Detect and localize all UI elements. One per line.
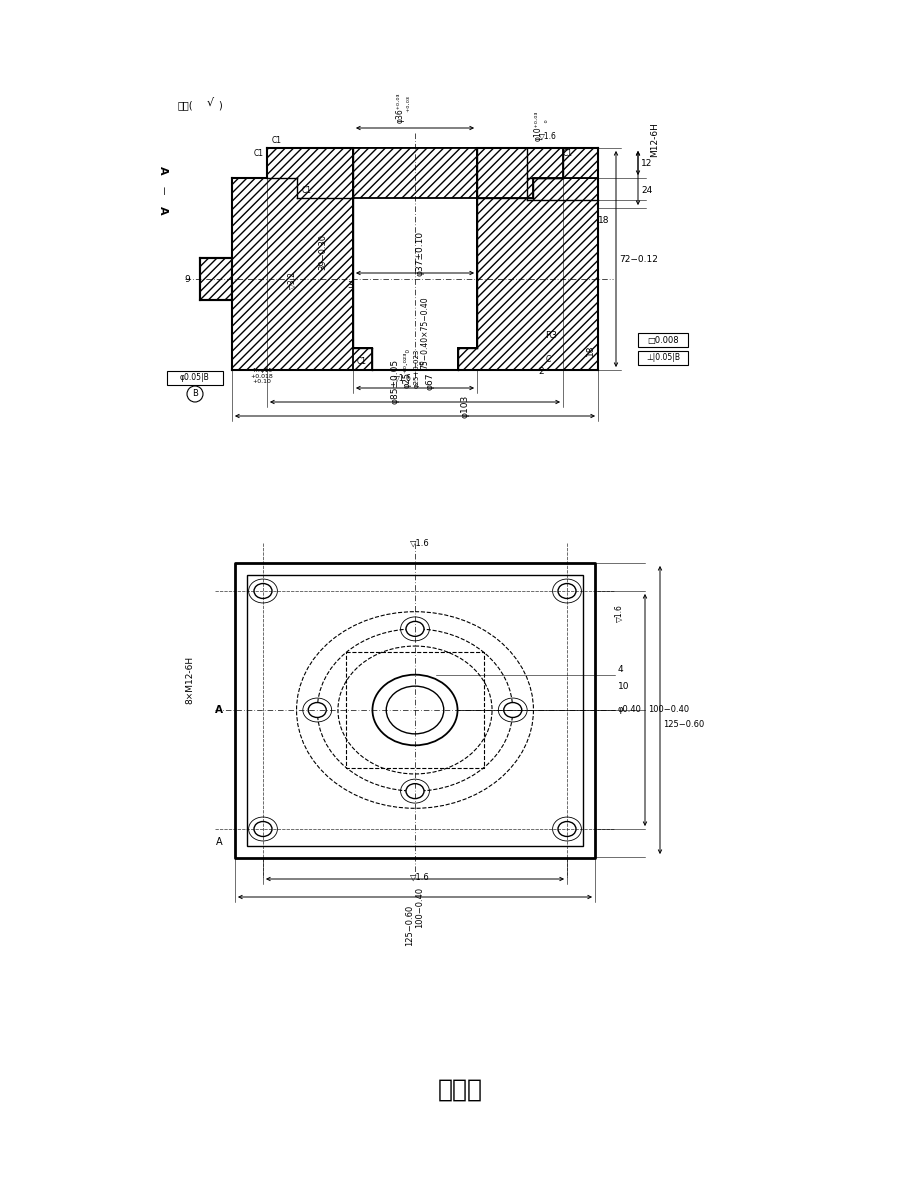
Ellipse shape: [254, 584, 272, 598]
Text: φ0.40: φ0.40: [618, 705, 641, 715]
Text: φ0.05|B: φ0.05|B: [180, 374, 210, 382]
Bar: [234, 563, 595, 858]
Text: 39−0.30: 39−0.30: [318, 233, 327, 270]
Text: C1: C1: [562, 149, 573, 157]
Text: A: A: [215, 705, 222, 715]
Bar: [346, 653, 483, 767]
Text: ▽1.6: ▽1.6: [410, 873, 429, 881]
Ellipse shape: [558, 822, 575, 836]
Text: 125−0.60: 125−0.60: [663, 721, 703, 730]
Polygon shape: [562, 148, 597, 177]
Ellipse shape: [504, 703, 521, 717]
Text: M12-6H: M12-6H: [650, 123, 658, 157]
Text: C1: C1: [301, 186, 312, 194]
Polygon shape: [353, 148, 476, 198]
Text: 18: 18: [597, 216, 609, 224]
Ellipse shape: [405, 622, 424, 636]
Text: 75−0.40×75−0.40: 75−0.40×75−0.40: [420, 297, 429, 369]
Polygon shape: [476, 148, 562, 198]
Text: A: A: [216, 837, 222, 847]
Text: φ37±0.10: φ37±0.10: [415, 231, 424, 276]
Text: 10: 10: [618, 682, 629, 691]
Polygon shape: [232, 148, 371, 370]
Text: 125−0.60: 125−0.60: [405, 905, 414, 947]
Text: √: √: [206, 98, 213, 108]
Bar: [637, 333, 687, 347]
Text: 3: 3: [346, 281, 353, 289]
Text: φ85±0.05: φ85±0.05: [390, 358, 399, 404]
Text: 4×φ15
+0.018
+0.10: 4×φ15 +0.018 +0.10: [250, 368, 273, 385]
Text: A: A: [158, 166, 168, 174]
Polygon shape: [267, 148, 353, 198]
Text: C1: C1: [272, 136, 282, 144]
Text: 其余(: 其余(: [177, 100, 193, 110]
Text: 24: 24: [641, 186, 652, 194]
Text: 100−0.40: 100−0.40: [647, 705, 688, 715]
Text: ▽1.6: ▽1.6: [393, 374, 412, 382]
Text: C1: C1: [357, 357, 367, 367]
Text: 方刀架: 方刀架: [437, 1078, 482, 1102]
Text: C: C: [545, 355, 550, 364]
Text: φ10⁺⁰·⁰³
    ⁰: φ10⁺⁰·⁰³ ⁰: [533, 111, 552, 142]
Bar: [167, 372, 222, 385]
Text: —: —: [158, 186, 167, 194]
Polygon shape: [353, 148, 476, 370]
Ellipse shape: [308, 703, 326, 717]
Bar: [246, 575, 583, 846]
Text: A: A: [158, 206, 168, 214]
Text: 18: 18: [584, 344, 594, 356]
Text: ): ): [218, 100, 221, 110]
Text: 72−0.12: 72−0.12: [618, 255, 657, 263]
Polygon shape: [458, 148, 597, 370]
Text: φ103: φ103: [460, 394, 469, 418]
Text: φ36⁺⁰·⁰³
   ⁺⁰·⁰³: φ36⁺⁰·⁰³ ⁺⁰·⁰³: [395, 93, 414, 123]
Text: ▽1.6: ▽1.6: [614, 604, 623, 622]
Circle shape: [187, 386, 203, 403]
Text: 100−0.40: 100−0.40: [415, 887, 424, 928]
Bar: [637, 351, 687, 364]
Text: 4: 4: [618, 666, 623, 674]
Text: φ67: φ67: [425, 373, 434, 389]
Text: ⊥|0.05|B: ⊥|0.05|B: [645, 354, 679, 362]
Ellipse shape: [405, 784, 424, 799]
Ellipse shape: [558, 584, 575, 598]
Ellipse shape: [254, 822, 272, 836]
Polygon shape: [199, 258, 232, 300]
Text: 8×M12-6H: 8×M12-6H: [186, 656, 194, 704]
Text: ▽3.2: ▽3.2: [287, 272, 296, 289]
Text: R3: R3: [544, 331, 556, 341]
Text: ▽1.6: ▽1.6: [410, 538, 429, 548]
Ellipse shape: [386, 686, 443, 734]
Text: C1: C1: [254, 149, 264, 157]
Ellipse shape: [372, 674, 457, 746]
Text: 12: 12: [641, 158, 652, 168]
Text: □0.008: □0.008: [646, 336, 678, 344]
Text: 2: 2: [538, 368, 543, 376]
Text: ▽1.6: ▽1.6: [539, 131, 556, 141]
Text: 9: 9: [184, 274, 190, 283]
Text: B: B: [192, 389, 198, 399]
Text: φ25⁺⁰⋅⁰²³₀: φ25⁺⁰⋅⁰²³₀: [403, 348, 411, 388]
Text: φ25+0.023
     0: φ25+0.023 0: [413, 348, 426, 388]
